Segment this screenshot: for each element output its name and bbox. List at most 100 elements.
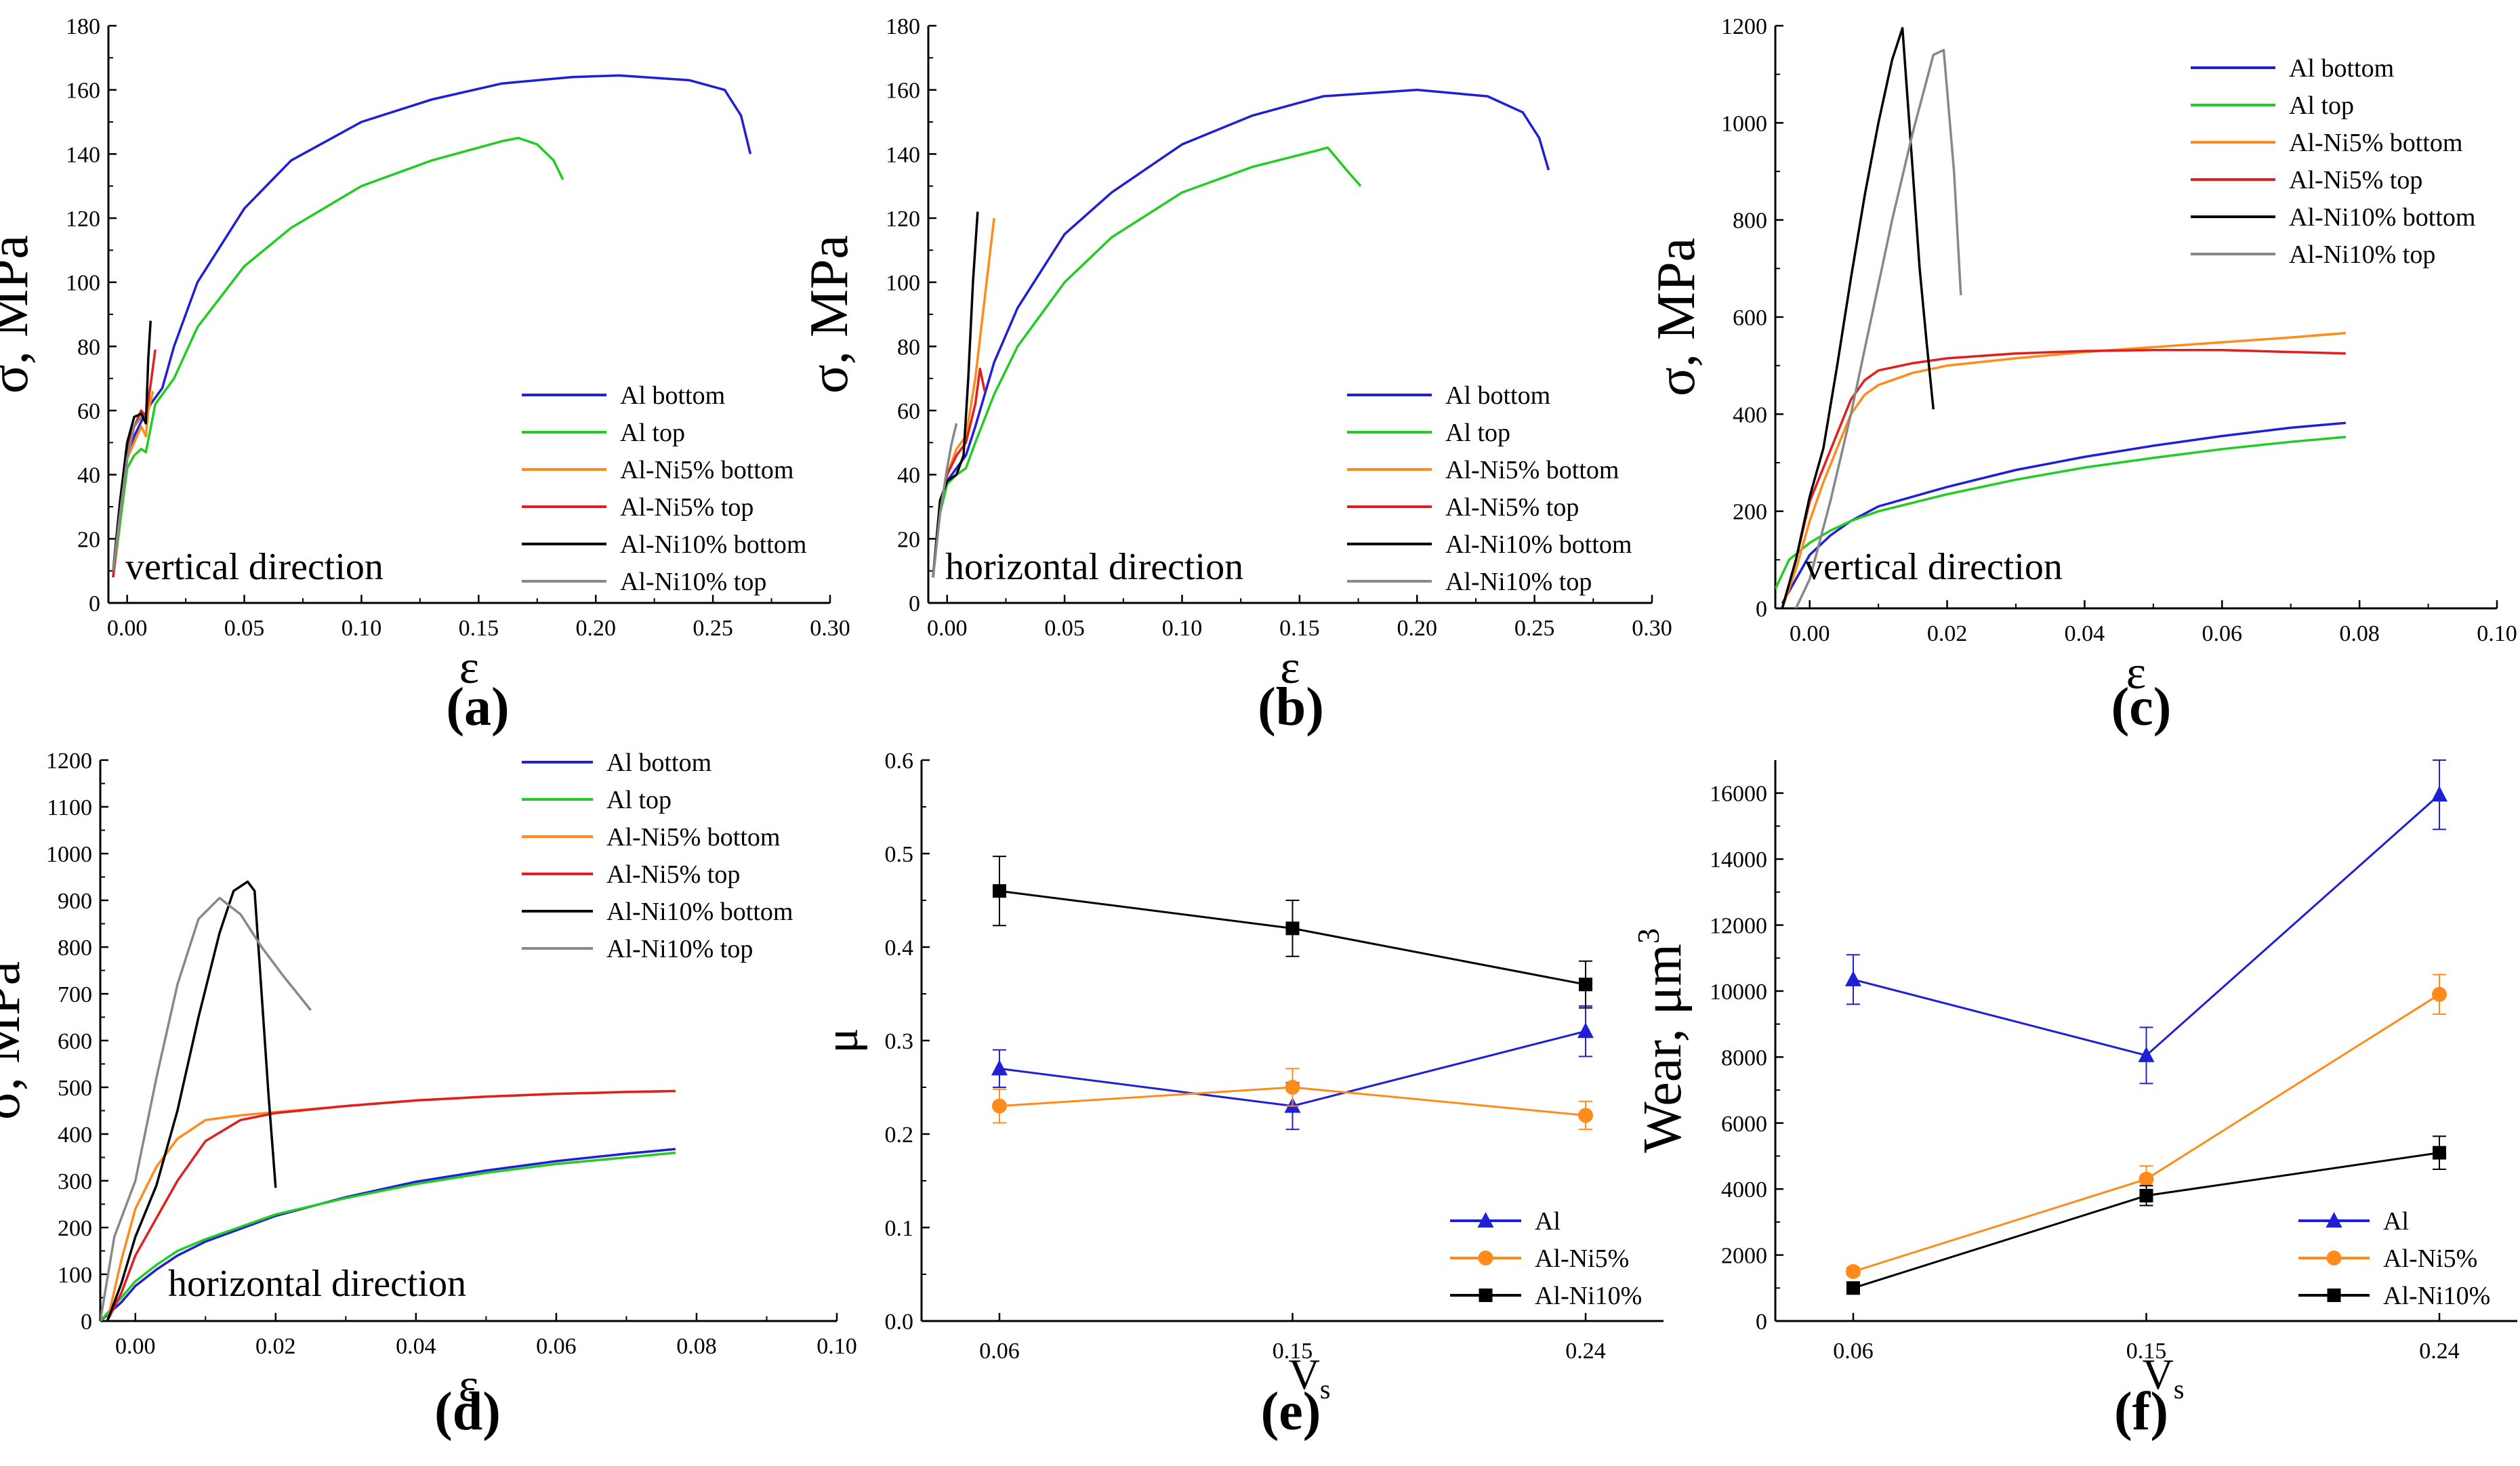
series-line: [100, 1151, 676, 1321]
y-tick-label: 60: [77, 399, 100, 424]
y-tick-label: 60: [897, 399, 920, 424]
y-tick-label: 160: [886, 79, 920, 104]
panel-annotation: horizontal direction: [168, 1263, 466, 1305]
series-al-ni10-top: [932, 423, 958, 578]
legend: Al bottom Al top Al-Ni5% bottom Al-Ni5% top…: [1347, 381, 1632, 596]
x-tick-label: 0.15: [1279, 616, 1320, 641]
series-line: [932, 211, 979, 578]
legend-label: Al: [1535, 1207, 1561, 1236]
series-al-ni10-bottom: [106, 880, 277, 1321]
x-tick-label: 0.06: [1833, 1339, 1874, 1364]
y-tick-label: 0.0: [885, 1310, 914, 1335]
data-point: [1285, 1080, 1300, 1095]
y-tick-label: 80: [897, 335, 920, 360]
legend-label: Al top: [620, 419, 685, 447]
legend-label: Al-Ni10% top: [620, 568, 766, 596]
x-tick-label: 0.04: [2065, 621, 2105, 646]
legend-label: Al-Ni5% top: [606, 860, 740, 889]
series-al-ni10-top: [100, 896, 312, 1321]
y-tick-label: 180: [66, 14, 100, 39]
x-tick-label: 0.20: [575, 616, 616, 641]
x-tick-label: 0.08: [2339, 621, 2380, 646]
series-al-ni10-: [992, 856, 1593, 1009]
y-tick-label: 500: [58, 1076, 92, 1101]
series-al-ni10-: [1846, 1135, 2447, 1295]
series-line: [106, 880, 277, 1321]
legend-label: Al: [2383, 1207, 2409, 1236]
legend-label: Al-Ni10% top: [1445, 568, 1592, 596]
y-tick-label: 40: [77, 463, 100, 488]
y-tick-label: 14000: [1710, 847, 1767, 873]
legend: Al bottom Al top Al-Ni5% bottom Al-Ni5% top…: [2191, 54, 2475, 269]
series-al-bottom: [932, 88, 1550, 578]
legend-label: Al-Ni5%: [2383, 1244, 2477, 1273]
legend: Al bottom Al top Al-Ni5% bottom Al-Ni5% top…: [522, 749, 793, 963]
y-tick-label: 1200: [46, 749, 92, 774]
data-point: [1846, 1281, 1860, 1295]
panel-label: (e): [1261, 1382, 1321, 1442]
legend-marker: [1477, 1212, 1494, 1228]
series-al: [991, 1005, 1594, 1131]
y-tick-label: 80: [77, 335, 100, 360]
series-line: [100, 1148, 676, 1321]
series-al-ni5-top: [112, 349, 157, 578]
legend-label: Al-Ni5% bottom: [620, 456, 793, 484]
series-al-bottom: [112, 74, 752, 578]
data-point: [1577, 1022, 1594, 1039]
data-point: [1845, 1263, 1861, 1279]
plot-area: [100, 880, 676, 1321]
data-point: [2139, 1188, 2153, 1202]
series-al-top: [112, 136, 564, 578]
legend-label: Al top: [606, 786, 672, 814]
panel-b: 0 20 40 60 80 100 120 140 160 180 0.00 0.05 0.10 0.15…: [800, 14, 1672, 737]
legend: Al bottom Al top Al-Ni5% bottom Al-Ni5% top…: [522, 381, 806, 596]
series-line: [112, 136, 564, 578]
x-tick-label: 0.00: [927, 616, 968, 641]
legend-label: Al-Ni5% bottom: [2289, 129, 2462, 157]
legend: Al Al-Ni5% Al-Ni10%: [2298, 1207, 2490, 1310]
x-tick-label: 0.00: [115, 1334, 156, 1359]
series-line: [106, 1089, 676, 1321]
y-tick-label: 800: [58, 936, 92, 961]
x-tick-label: 0.30: [810, 616, 850, 641]
y-tick-label: 0: [909, 591, 920, 616]
legend-label: Al top: [1445, 419, 1510, 447]
y-axis-label-superscript: 3: [1631, 928, 1666, 944]
y-axis-label: Wear, μm3: [1631, 928, 1693, 1153]
y-tick-label: 12000: [1710, 914, 1767, 939]
legend-label: Al bottom: [620, 381, 725, 410]
y-tick-label: 6000: [1721, 1112, 1767, 1137]
y-tick-label: 20: [77, 527, 100, 552]
y-tick-label: 1000: [1721, 111, 1767, 136]
x-axis-label-subscript: s: [2174, 1374, 2185, 1404]
data-point: [1578, 1108, 1594, 1123]
panel-label: (a): [446, 677, 509, 737]
series-line: [932, 88, 1550, 578]
plot-area: [932, 88, 1550, 578]
series-line: [1775, 436, 2347, 590]
y-tick-label: 0: [1756, 597, 1767, 622]
series-line: [100, 896, 312, 1321]
panel-label: (c): [2111, 677, 2172, 737]
y-tick-label: 0: [1756, 1310, 1767, 1335]
x-tick-label: 0.15: [2126, 1339, 2167, 1364]
x-axis-label-subscript: s: [1320, 1374, 1331, 1404]
y-tick-label: 600: [58, 1029, 92, 1054]
y-tick-label: 10000: [1710, 980, 1767, 1005]
data-point: [1844, 970, 1861, 986]
y-tick-label: 0: [81, 1310, 92, 1335]
legend-marker: [2327, 1289, 2341, 1302]
legend-label: Al-Ni10% top: [2289, 240, 2435, 269]
x-tick-label: 0.06: [2202, 621, 2243, 646]
y-axis-label: σ, MPa: [0, 961, 31, 1120]
legend-label: Al-Ni5%: [1535, 1244, 1629, 1273]
panel-label: (d): [434, 1382, 501, 1442]
series-line: [112, 416, 142, 571]
data-point: [992, 884, 1006, 898]
panel-label: (f): [2114, 1382, 2168, 1442]
legend-label: Al top: [2289, 91, 2354, 120]
data-point: [2138, 1046, 2155, 1062]
x-tick-label: 0.02: [255, 1334, 296, 1359]
y-tick-label: 8000: [1721, 1045, 1767, 1070]
